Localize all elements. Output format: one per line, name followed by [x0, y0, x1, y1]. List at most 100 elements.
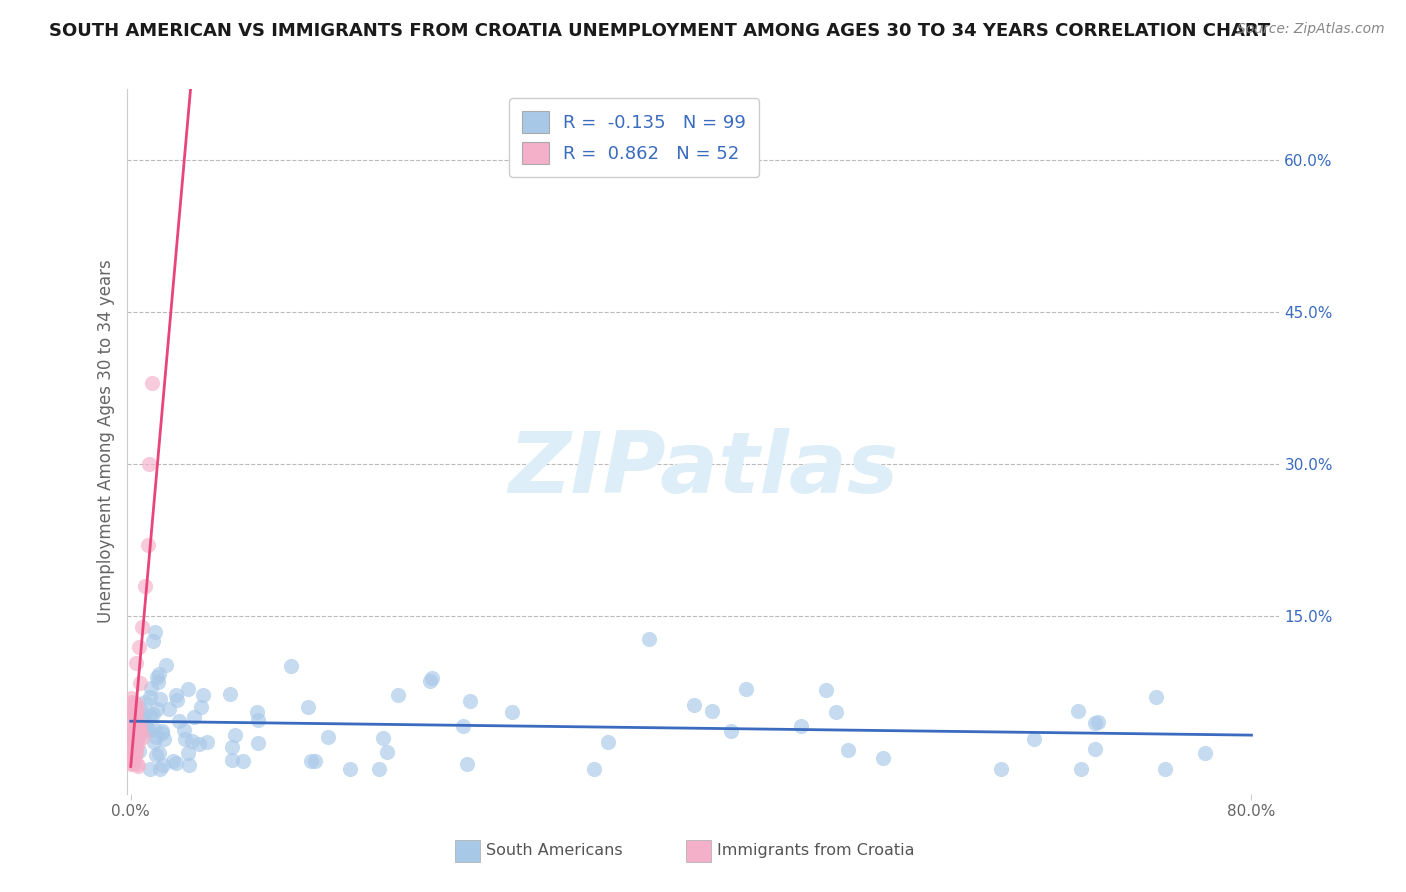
Point: [120, 747, 142, 761]
Point: [134, 695, 156, 709]
Point: [124, 656, 146, 670]
Point: [188, 737, 211, 751]
Point: [122, 705, 145, 719]
Y-axis label: Unemployment Among Ages 30 to 34 years: Unemployment Among Ages 30 to 34 years: [97, 260, 115, 624]
Point: [157, 701, 180, 715]
Point: [339, 762, 361, 776]
Point: [131, 619, 153, 633]
Point: [134, 579, 156, 593]
Point: [683, 698, 706, 712]
Point: [167, 714, 190, 729]
Bar: [686, 839, 711, 863]
Point: [122, 732, 145, 747]
Point: [195, 735, 218, 749]
Point: [124, 721, 146, 735]
Point: [299, 754, 322, 768]
Point: [598, 735, 620, 749]
Point: [304, 754, 326, 768]
Point: [1153, 762, 1175, 776]
Point: [221, 753, 243, 767]
Point: [139, 762, 162, 776]
Point: [501, 705, 523, 719]
Point: [173, 723, 195, 738]
Point: [143, 624, 166, 639]
Point: [419, 673, 441, 688]
Point: [121, 696, 143, 710]
Point: [125, 706, 148, 720]
Point: [124, 723, 146, 737]
Point: [176, 746, 198, 760]
Point: [583, 762, 606, 776]
Point: [177, 681, 200, 696]
Point: [136, 539, 159, 553]
Point: [127, 759, 149, 773]
Point: [125, 732, 148, 747]
Point: [734, 681, 756, 696]
Point: [1070, 762, 1092, 776]
Point: [181, 733, 204, 747]
Point: [638, 632, 661, 646]
Point: [148, 666, 170, 681]
Point: [122, 698, 145, 713]
Point: [153, 731, 176, 746]
Point: [134, 708, 156, 723]
Point: [121, 749, 143, 764]
Point: [121, 751, 143, 765]
Point: [789, 719, 811, 733]
Point: [232, 754, 254, 768]
Point: [132, 731, 155, 745]
Point: [122, 721, 145, 735]
Point: [224, 728, 246, 742]
Point: [150, 726, 173, 740]
Point: [138, 458, 160, 472]
Text: ZIPatlas: ZIPatlas: [508, 428, 898, 511]
Text: Source: ZipAtlas.com: Source: ZipAtlas.com: [1237, 22, 1385, 37]
Point: [183, 710, 205, 724]
Point: [122, 739, 145, 753]
Point: [127, 716, 149, 731]
Point: [155, 658, 177, 673]
Point: [135, 722, 157, 736]
Point: [122, 738, 145, 752]
Point: [825, 705, 848, 719]
Point: [221, 740, 243, 755]
Point: [128, 640, 150, 654]
Point: [129, 726, 152, 740]
Point: [375, 745, 398, 759]
Point: [121, 707, 143, 722]
Point: [162, 755, 184, 769]
Point: [128, 720, 150, 734]
Point: [120, 702, 142, 716]
Point: [280, 659, 302, 673]
Point: [152, 758, 174, 772]
Point: [120, 732, 142, 747]
Point: [127, 757, 149, 772]
Point: [246, 706, 269, 720]
Point: [815, 682, 838, 697]
Point: [122, 747, 145, 762]
Point: [124, 736, 146, 750]
Point: [122, 700, 145, 714]
Point: [1084, 716, 1107, 731]
Point: [131, 714, 153, 729]
Text: South Americans: South Americans: [486, 844, 623, 858]
Point: [1194, 746, 1216, 760]
Point: [247, 736, 270, 750]
Point: [1144, 690, 1167, 705]
Point: [720, 723, 742, 738]
Point: [145, 748, 167, 763]
Point: [1022, 732, 1045, 747]
Text: SOUTH AMERICAN VS IMMIGRANTS FROM CROATIA UNEMPLOYMENT AMONG AGES 30 TO 34 YEARS: SOUTH AMERICAN VS IMMIGRANTS FROM CROATI…: [49, 22, 1271, 40]
Point: [120, 691, 142, 706]
Point: [191, 688, 214, 702]
Point: [146, 674, 169, 689]
Point: [125, 745, 148, 759]
Point: [166, 693, 188, 707]
Point: [120, 756, 142, 771]
Point: [173, 731, 195, 746]
Point: [139, 681, 162, 695]
Text: Immigrants from Croatia: Immigrants from Croatia: [717, 844, 914, 858]
Point: [127, 736, 149, 750]
Point: [128, 726, 150, 740]
Point: [121, 700, 143, 714]
